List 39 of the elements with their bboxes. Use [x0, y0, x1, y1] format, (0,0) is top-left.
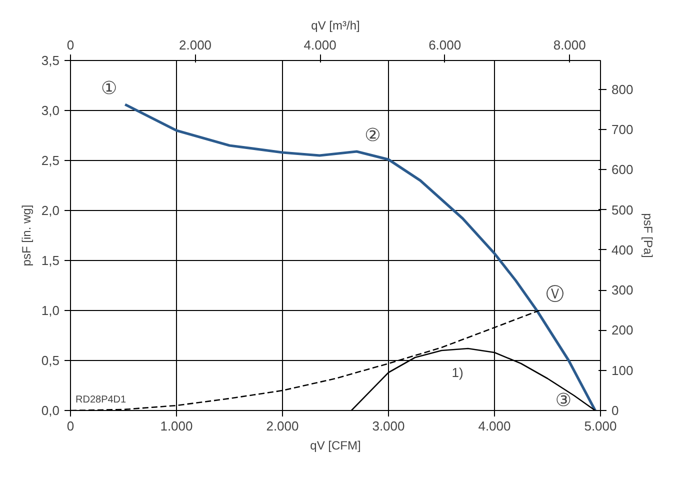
x2-axis-title: qV [m³/h] [311, 18, 360, 32]
x-tick-label: 2.000 [266, 418, 299, 434]
y-axis-title: psF [in. wg] [19, 204, 34, 266]
y-tick-label: 2,0 [41, 203, 60, 218]
line-series [124, 103, 596, 410]
annotation: 1) [452, 365, 464, 380]
y-tick-label: 1,0 [41, 303, 60, 318]
x-tick-label: 0 [66, 418, 74, 434]
x2-tick-label: 4.000 [304, 38, 336, 52]
y-tick-label: 3,5 [41, 53, 60, 68]
y2-tick-label: 200 [612, 322, 634, 338]
y-tick-label: 0,5 [41, 353, 60, 368]
y2-tick-label: 100 [612, 362, 634, 378]
y-tick-label: 2,5 [41, 153, 60, 168]
x2-tick-label: 2.000 [179, 38, 212, 52]
x-tick-label: 4.000 [478, 418, 511, 434]
annotation: ③ [555, 390, 572, 411]
x-tick-label: 3.000 [372, 418, 405, 434]
y2-tick-label: 400 [612, 242, 634, 258]
y-tick-label: 1,5 [41, 253, 60, 268]
x-tick-label: 1.000 [160, 418, 193, 434]
x-tick-label: 5.000 [584, 418, 617, 434]
annotation: ② [364, 125, 381, 146]
x2-tick-label: 0 [66, 38, 74, 52]
x2-tick-label: 6.000 [428, 38, 462, 52]
y2-axis-title: psF [Pa] [641, 213, 656, 258]
annotation: ① [101, 78, 118, 99]
y2-tick-label: 600 [612, 162, 634, 178]
annotation: RD28P4D1 [76, 394, 127, 406]
x-axis-title: qV [CFM] [310, 438, 361, 452]
y-tick-label: 3,0 [41, 103, 60, 118]
y2-tick-label: 500 [612, 202, 634, 218]
y2-tick-label: 800 [612, 82, 634, 97]
y2-tick-label: 300 [612, 282, 634, 298]
annotation: Ⓥ [546, 284, 564, 305]
y-tick-label: 0,0 [41, 403, 60, 418]
y2-tick-label: 700 [612, 122, 634, 137]
x2-tick-label: 8.000 [553, 38, 586, 52]
y2-tick-label: 0 [612, 403, 619, 418]
